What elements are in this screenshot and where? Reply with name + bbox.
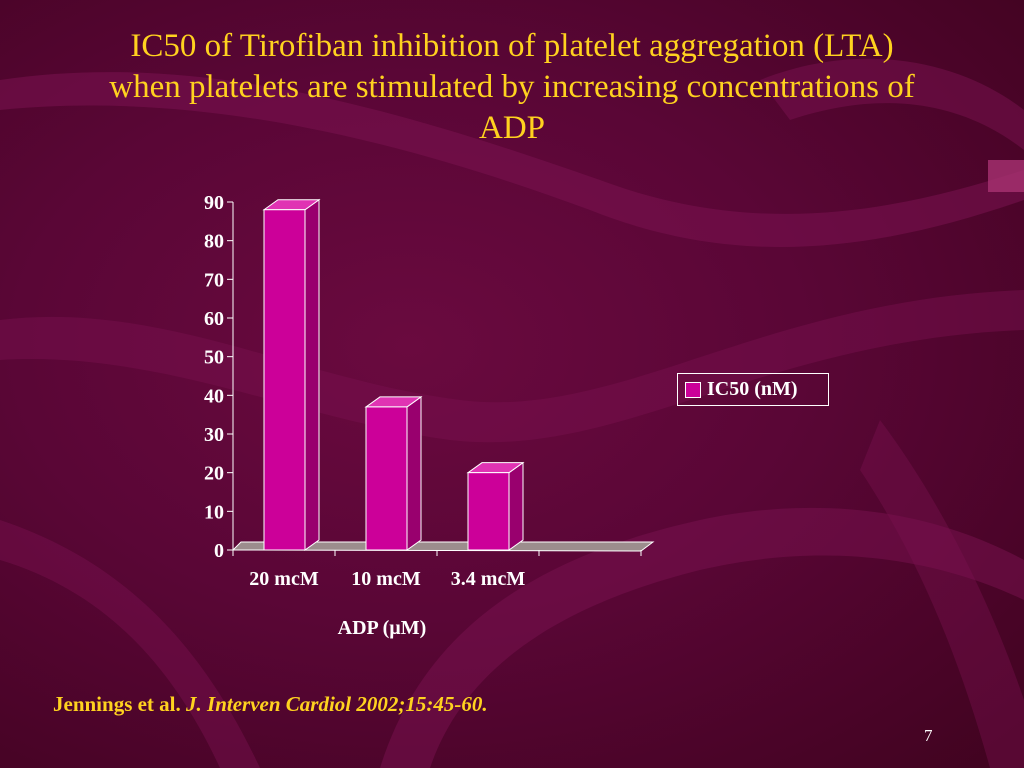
bar: [365, 406, 408, 551]
slide-title: IC50 of Tirofiban inhibition of platelet…: [20, 26, 1004, 149]
citation-authors: Jennings et al.: [53, 692, 181, 716]
x-tick-label: 20 mcM: [249, 568, 319, 590]
y-tick-label: 0: [214, 540, 224, 562]
x-axis-title: ADP (µM): [337, 617, 427, 639]
page-number: 7: [924, 726, 933, 745]
bar-side: [406, 395, 422, 551]
bar: [467, 472, 510, 551]
bar-side: [508, 461, 524, 551]
title-line-2: when platelets are stimulated by increas…: [109, 69, 915, 105]
y-tick-label: 70: [204, 269, 224, 291]
y-tick-label: 60: [204, 308, 224, 330]
chart-floor-plane: [231, 541, 655, 552]
x-tick-label: 3.4 mcM: [451, 568, 526, 590]
bars: [262, 198, 525, 551]
citation-journal: J. Interven Cardiol 2002;15:45-60.: [186, 692, 488, 716]
legend-swatch: [685, 381, 701, 398]
y-tick-label: 50: [204, 347, 224, 369]
y-tick-label: 20: [204, 463, 224, 485]
citation: Jennings et al. J. Interven Cardiol 2002…: [53, 692, 488, 717]
legend: IC50 (nM): [677, 373, 829, 406]
y-tick-label: 90: [204, 192, 224, 214]
tick-labels: 0 10 20 30 40 50 60 70 80 90 20 mcM 10 mcM 3.4 mcM: [204, 192, 525, 590]
y-tick-label: 40: [204, 385, 224, 407]
bar: [263, 209, 306, 551]
bar-side: [304, 198, 320, 551]
title-line-3: ADP: [478, 110, 546, 146]
y-tick-label: 80: [204, 231, 224, 253]
title-line-1: IC50 of Tirofiban inhibition of platelet…: [130, 28, 894, 64]
y-tick-label: 10: [204, 501, 224, 523]
y-tick-label: 30: [204, 424, 224, 446]
x-tick-label: 10 mcM: [351, 568, 421, 590]
y-axis: [227, 201, 642, 556]
chart-floor: [231, 541, 655, 552]
legend-label: IC50 (nM): [707, 378, 798, 400]
